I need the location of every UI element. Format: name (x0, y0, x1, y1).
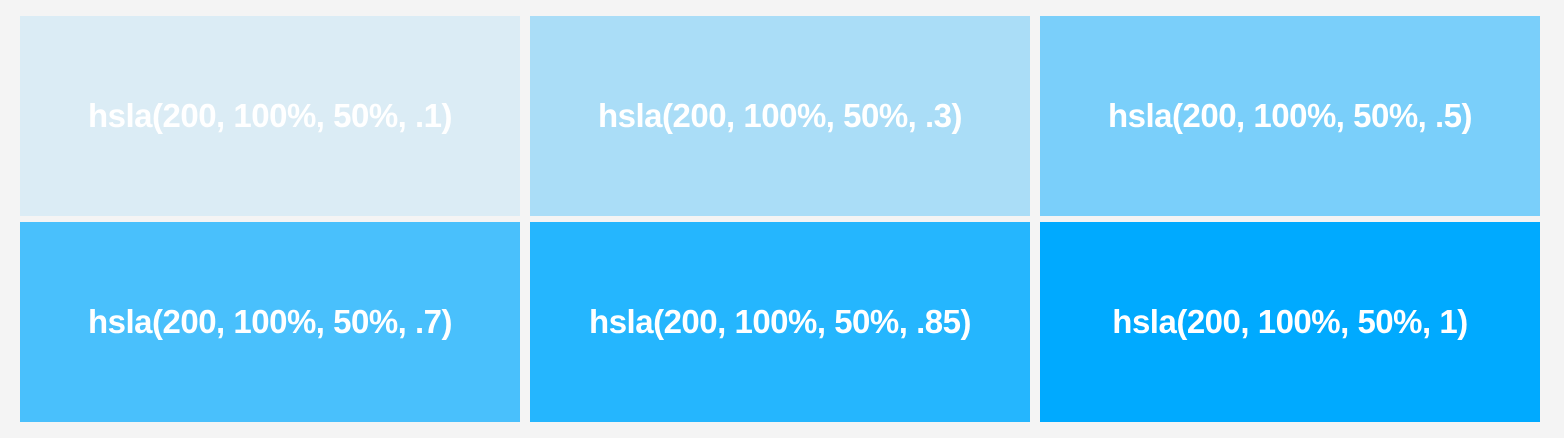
swatch-grid: hsla(200, 100%, 50%, .1) hsla(200, 100%,… (20, 16, 1540, 422)
swatch-alpha-50: hsla(200, 100%, 50%, .5) (1040, 16, 1540, 216)
swatch-alpha-85: hsla(200, 100%, 50%, .85) (530, 222, 1030, 422)
swatch-alpha-10: hsla(200, 100%, 50%, .1) (20, 16, 520, 216)
swatch-alpha-70: hsla(200, 100%, 50%, .7) (20, 222, 520, 422)
swatch-alpha-100: hsla(200, 100%, 50%, 1) (1040, 222, 1540, 422)
swatch-alpha-30: hsla(200, 100%, 50%, .3) (530, 16, 1030, 216)
